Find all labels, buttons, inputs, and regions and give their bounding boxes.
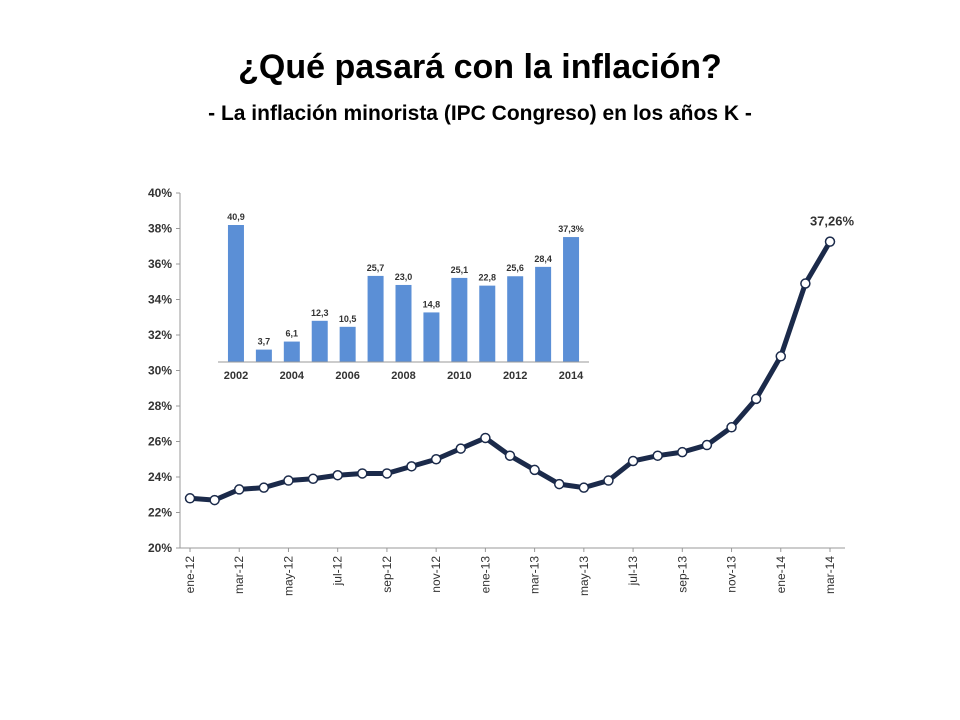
y-tick-label: 22% xyxy=(148,506,172,520)
y-tick-label: 24% xyxy=(148,470,172,484)
data-point xyxy=(652,450,663,461)
x-tick-label: jul-12 xyxy=(331,556,345,587)
data-point xyxy=(332,469,343,481)
x-tick-label: may-13 xyxy=(577,556,591,596)
inset-bar xyxy=(535,266,552,362)
y-tick-label: 20% xyxy=(148,541,172,555)
y-tick-label: 30% xyxy=(148,364,172,378)
inset-x-tick-label: 2010 xyxy=(447,370,471,382)
data-point xyxy=(726,422,737,433)
inset-bar xyxy=(339,326,356,362)
data-point xyxy=(455,443,467,454)
inset-x-tick-label: 2012 xyxy=(503,370,527,382)
inset-x-tick-label: 2014 xyxy=(559,370,584,382)
inset-bar xyxy=(451,277,468,362)
x-tick-label: nov-12 xyxy=(429,556,443,593)
inset-bar-label: 40,9 xyxy=(227,212,245,222)
inset-bar-label: 37,3% xyxy=(558,224,584,234)
inset-bar xyxy=(255,349,272,362)
inset-bar-label: 25,1 xyxy=(451,265,469,275)
inset-x-tick-label: 2008 xyxy=(391,370,415,382)
x-tick-label: sep-12 xyxy=(380,556,394,593)
data-point xyxy=(184,493,196,504)
data-point xyxy=(800,278,811,289)
data-point xyxy=(283,475,294,486)
data-point xyxy=(307,473,319,485)
inset-bar-label: 25,6 xyxy=(506,263,524,273)
x-tick-label: may-12 xyxy=(281,556,295,596)
x-tick-label: ene-12 xyxy=(183,556,197,594)
inset-bar-label: 10,5 xyxy=(339,314,357,324)
inset-bar xyxy=(311,320,328,362)
inset-bar-label: 25,7 xyxy=(367,263,385,273)
y-tick-label: 28% xyxy=(148,399,172,413)
inset-bar xyxy=(227,225,244,362)
x-tick-label: mar-12 xyxy=(232,556,246,594)
x-tick-label: mar-13 xyxy=(528,556,542,594)
inset-bar xyxy=(423,312,440,362)
data-point xyxy=(430,454,442,465)
data-point xyxy=(209,494,220,506)
inset-bar-label: 22,8 xyxy=(479,273,497,283)
inset-bar-label: 3,7 xyxy=(258,337,271,347)
data-point xyxy=(529,464,540,476)
y-tick-label: 34% xyxy=(148,293,172,307)
x-tick-label: nov-13 xyxy=(725,556,739,593)
data-point xyxy=(775,351,787,362)
last-point-label: 37,26% xyxy=(810,214,855,229)
data-point xyxy=(627,455,639,467)
inset-bar-label: 23,0 xyxy=(395,272,413,282)
inset-bar xyxy=(367,275,384,362)
x-tick-label: jul-13 xyxy=(626,556,640,587)
inset-bar-label: 12,3 xyxy=(311,308,329,318)
inset-bar xyxy=(563,237,580,362)
y-tick-label: 38% xyxy=(148,222,172,236)
x-tick-label: ene-14 xyxy=(774,556,788,594)
slide-subtitle: - La inflación minorista (IPC Congreso) … xyxy=(208,102,752,125)
data-point xyxy=(824,236,836,247)
inset-x-tick-label: 2006 xyxy=(335,370,359,382)
y-tick-label: 36% xyxy=(148,257,172,271)
data-point xyxy=(578,482,590,493)
inset-x-tick-label: 2002 xyxy=(224,370,248,382)
inset-bar xyxy=(395,284,412,362)
inset-bar-label: 14,8 xyxy=(423,299,441,309)
slide-title: ¿Qué pasará con la inflación? xyxy=(238,48,722,86)
y-tick-label: 40% xyxy=(148,186,172,200)
data-point xyxy=(701,439,713,451)
x-tick-label: ene-13 xyxy=(478,556,492,594)
data-point xyxy=(750,393,762,405)
data-point xyxy=(677,446,688,458)
inset-bar xyxy=(479,285,496,362)
data-point xyxy=(553,478,565,490)
y-tick-label: 26% xyxy=(148,435,172,449)
x-tick-label: mar-14 xyxy=(823,556,837,594)
inset-bar-label: 6,1 xyxy=(286,329,299,339)
data-point xyxy=(603,475,614,486)
data-point xyxy=(233,484,245,495)
data-point xyxy=(357,468,368,479)
inset-bar xyxy=(507,276,524,362)
data-point xyxy=(258,482,270,493)
data-point xyxy=(480,432,491,444)
inset-bar xyxy=(283,341,300,362)
data-point xyxy=(381,468,393,479)
y-tick-label: 32% xyxy=(148,328,172,342)
data-point xyxy=(504,450,516,461)
data-point xyxy=(406,461,417,472)
inset-x-tick-label: 2004 xyxy=(280,370,305,382)
x-tick-label: sep-13 xyxy=(675,556,689,593)
inset-bar-label: 28,4 xyxy=(534,254,552,264)
